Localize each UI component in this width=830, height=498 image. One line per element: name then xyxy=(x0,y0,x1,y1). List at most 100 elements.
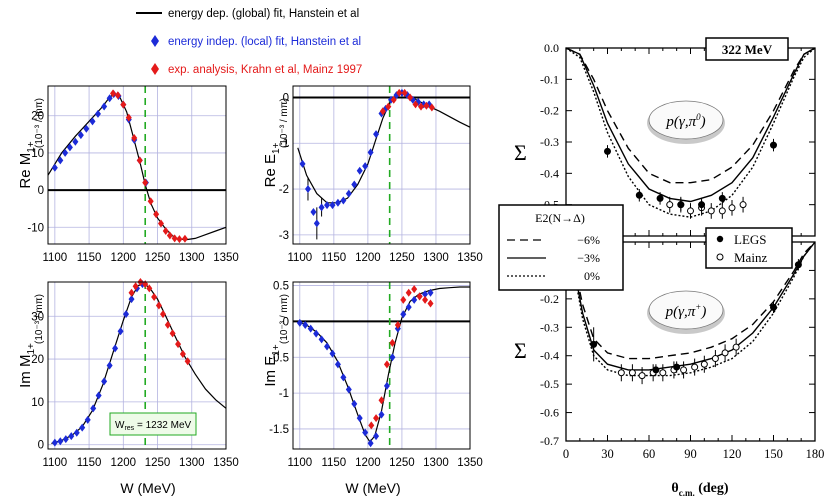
mainz-point xyxy=(739,201,747,209)
legend-blue-marker xyxy=(151,35,159,47)
legs-point xyxy=(770,303,777,311)
exp-analysis-point xyxy=(407,93,414,102)
unit-label: (10⁻³ / mπ) xyxy=(34,98,45,148)
local-fit-point xyxy=(106,94,113,103)
local-fit-point xyxy=(356,414,363,423)
local-fit-point xyxy=(345,385,352,394)
local-fit-point xyxy=(378,410,385,419)
legs-point xyxy=(590,340,598,348)
x-tick-label: 1100 xyxy=(42,252,67,264)
y-axis-label: Re M1+ xyxy=(17,141,37,188)
mainz-point xyxy=(628,369,636,377)
local-fit-point xyxy=(68,432,75,441)
local-fit-point xyxy=(95,391,102,400)
exp-analysis-point xyxy=(405,288,412,297)
e2-curve-dashed xyxy=(565,241,816,360)
legend-red-marker xyxy=(151,63,159,75)
y-tick-label: -0.3 xyxy=(540,320,559,334)
y-tick-label: -0.1 xyxy=(540,72,559,86)
theta-axis-label: θc.m. (deg) xyxy=(671,481,728,498)
local-fit-point xyxy=(101,377,108,386)
plot-frame xyxy=(47,281,227,450)
local-fit-point xyxy=(128,295,135,304)
local-fit-point xyxy=(72,137,79,146)
local-fit-point xyxy=(351,180,358,189)
local-fit-point xyxy=(62,435,69,444)
local-fit-point xyxy=(304,185,311,194)
x-tick-label: 1200 xyxy=(355,252,381,264)
mainz-point xyxy=(732,343,740,351)
x-tick-label: 120 xyxy=(723,447,742,461)
plot-frame xyxy=(47,85,227,245)
unit-label: (10⁻³ / mπ) xyxy=(34,294,45,344)
legs-point xyxy=(794,261,802,269)
mainz-point xyxy=(638,372,646,380)
exp-analysis-point xyxy=(394,321,401,330)
y-tick-label: -0.7 xyxy=(540,434,559,448)
energy-label-box: 322 MeV xyxy=(705,37,789,61)
local-fit-point xyxy=(329,201,336,210)
exp-analysis-point xyxy=(164,320,171,329)
local-fit-point xyxy=(324,342,331,351)
local-fit-point xyxy=(302,321,309,330)
local-fit-point xyxy=(84,415,91,424)
e2-legend-item: −3% xyxy=(577,251,600,265)
plot-frame xyxy=(292,85,471,245)
exp-analysis-point xyxy=(422,295,429,304)
local-fit-point xyxy=(373,432,380,441)
y-tick-label: 0 xyxy=(283,316,289,328)
exp-analysis-point xyxy=(155,301,162,310)
local-fit-point xyxy=(340,373,347,382)
legs-point xyxy=(604,147,611,155)
x-tick-label: 1200 xyxy=(111,252,137,264)
y-tick-label: 0 xyxy=(283,92,289,104)
local-fit-point xyxy=(400,310,407,319)
local-fit-point xyxy=(318,203,325,212)
reaction-top-oval: p(γ,π0) xyxy=(647,100,725,144)
y-tick-label: -3 xyxy=(279,230,289,242)
exp-analysis-point xyxy=(132,282,139,291)
legend-line-label: energy dep. (global) fit, Hanstein et al xyxy=(168,8,359,20)
exp-analysis-point xyxy=(146,284,153,293)
x-tick-label: 150 xyxy=(764,447,783,461)
x-tick-label: 1250 xyxy=(145,252,171,264)
mainz-point xyxy=(666,201,674,209)
local-fit-point xyxy=(307,324,314,333)
mainz-point xyxy=(728,204,736,212)
exp-analysis-point xyxy=(373,414,380,423)
exp-analysis-point xyxy=(378,396,385,405)
exp-analysis-point xyxy=(427,299,434,308)
x-tick-label: 1100 xyxy=(287,252,312,264)
legs-point xyxy=(652,366,660,374)
exp-analysis-point xyxy=(379,107,386,116)
y-tick-label: 20 xyxy=(31,111,44,123)
global-fit-curve xyxy=(47,92,227,241)
local-fit-point xyxy=(422,290,429,299)
sigma-label-bottom: Σ xyxy=(514,338,527,363)
exp-analysis-point xyxy=(114,91,121,100)
plot-area xyxy=(293,282,470,449)
legs-point xyxy=(718,194,726,202)
y-tick-label: -0.6 xyxy=(540,406,559,420)
local-fit-point xyxy=(296,318,303,327)
w-res-label: Wres = 1232 MeV xyxy=(115,420,192,432)
y-tick-label: -0.5 xyxy=(269,352,289,364)
y-tick-label: -1 xyxy=(279,388,289,400)
energy-label: 322 MeV xyxy=(722,42,773,57)
x-tick-label: 1150 xyxy=(77,457,102,469)
y-tick-label: 10 xyxy=(31,397,44,409)
legs-marker xyxy=(716,235,724,243)
local-fit-point xyxy=(57,156,64,165)
mainz-point xyxy=(687,207,694,215)
mainz-point xyxy=(711,355,719,363)
mainz-point xyxy=(721,349,729,357)
y-tick-label: 30 xyxy=(31,311,44,323)
local-fit-point xyxy=(324,201,331,210)
x-tick-label: 1150 xyxy=(321,457,346,469)
mainz-marker xyxy=(716,253,724,261)
exp-analysis-point xyxy=(153,210,160,219)
x-tick-label: 1200 xyxy=(111,457,137,469)
exp-analysis-point xyxy=(385,102,392,111)
x-tick-label: 1100 xyxy=(42,457,67,469)
